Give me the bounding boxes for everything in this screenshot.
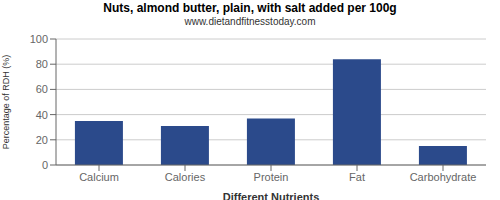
svg-text:100: 100 bbox=[30, 33, 48, 45]
svg-text:20: 20 bbox=[36, 134, 48, 146]
svg-text:40: 40 bbox=[36, 109, 48, 121]
svg-text:Carbohydrate: Carbohydrate bbox=[410, 171, 477, 183]
svg-text:80: 80 bbox=[36, 58, 48, 70]
html-text:www.dietandfitnesstoday.com: www.dietandfitnesstoday.com bbox=[184, 16, 316, 27]
svg-text:0: 0 bbox=[42, 159, 48, 171]
svg-text:60: 60 bbox=[36, 83, 48, 95]
svg-text:Fat: Fat bbox=[349, 171, 365, 183]
svg-text:Different Nutrients: Different Nutrients bbox=[223, 191, 320, 200]
html-text:Nuts, almond butter, plain, wi: Nuts, almond butter, plain, with salt ad… bbox=[103, 1, 397, 15]
svg-text:Calcium: Calcium bbox=[79, 171, 119, 183]
svg-text:Calories: Calories bbox=[165, 171, 206, 183]
svg-text:Percentage of RDH (%): Percentage of RDH (%) bbox=[1, 55, 11, 150]
svg-text:Protein: Protein bbox=[254, 171, 289, 183]
